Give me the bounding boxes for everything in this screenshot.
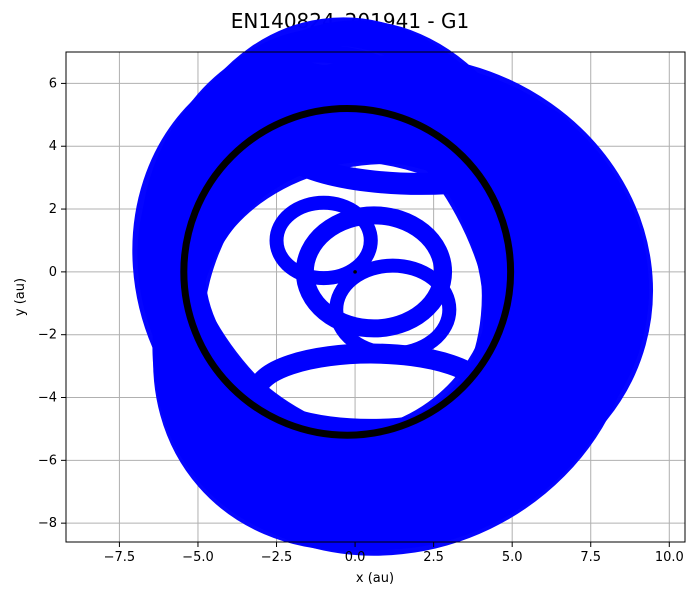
orbit-path xyxy=(247,343,494,439)
x-tick-label: −5.0 xyxy=(182,550,214,565)
y-tick-label: −4 xyxy=(38,391,57,406)
y-tick-label: −2 xyxy=(38,328,57,343)
y-tick-label: −8 xyxy=(38,516,57,531)
x-tick-label: 0.0 xyxy=(345,550,366,565)
y-tick-label: −6 xyxy=(38,453,57,468)
y-tick-label: 0 xyxy=(49,265,57,280)
x-tick-label: 5.0 xyxy=(502,550,523,565)
orbit-path xyxy=(166,20,561,532)
x-tick-label: 7.5 xyxy=(580,550,601,565)
plot-area: −7.5 −5.0 −2.5 0.0 2.5 5.0 7.5 10.0 −8 −6 −4 −2 0 2 4 6 xyxy=(38,17,686,565)
reference-circle xyxy=(180,105,515,439)
reference-ring xyxy=(180,105,515,439)
orbit-path xyxy=(269,195,378,286)
y-tick-label: 2 xyxy=(49,202,57,217)
x-tick-label: 10.0 xyxy=(655,550,684,565)
y-axis-label: y (au) xyxy=(13,278,28,316)
x-tick-label: −7.5 xyxy=(104,550,136,565)
plot-border xyxy=(65,51,686,543)
y-tick-label: 6 xyxy=(49,76,57,91)
x-tick-label: 2.5 xyxy=(423,550,444,565)
axis-ticks: −7.5 −5.0 −2.5 0.0 2.5 5.0 7.5 10.0 −8 −6 −4 −2 0 2 4 6 xyxy=(38,76,684,565)
y-tick-label: 4 xyxy=(49,139,57,154)
x-tick-label: −2.5 xyxy=(261,550,293,565)
central-point xyxy=(353,270,357,274)
x-axis-label: x (au) xyxy=(356,571,394,586)
orbit-path xyxy=(265,84,577,195)
center-point xyxy=(353,270,357,274)
